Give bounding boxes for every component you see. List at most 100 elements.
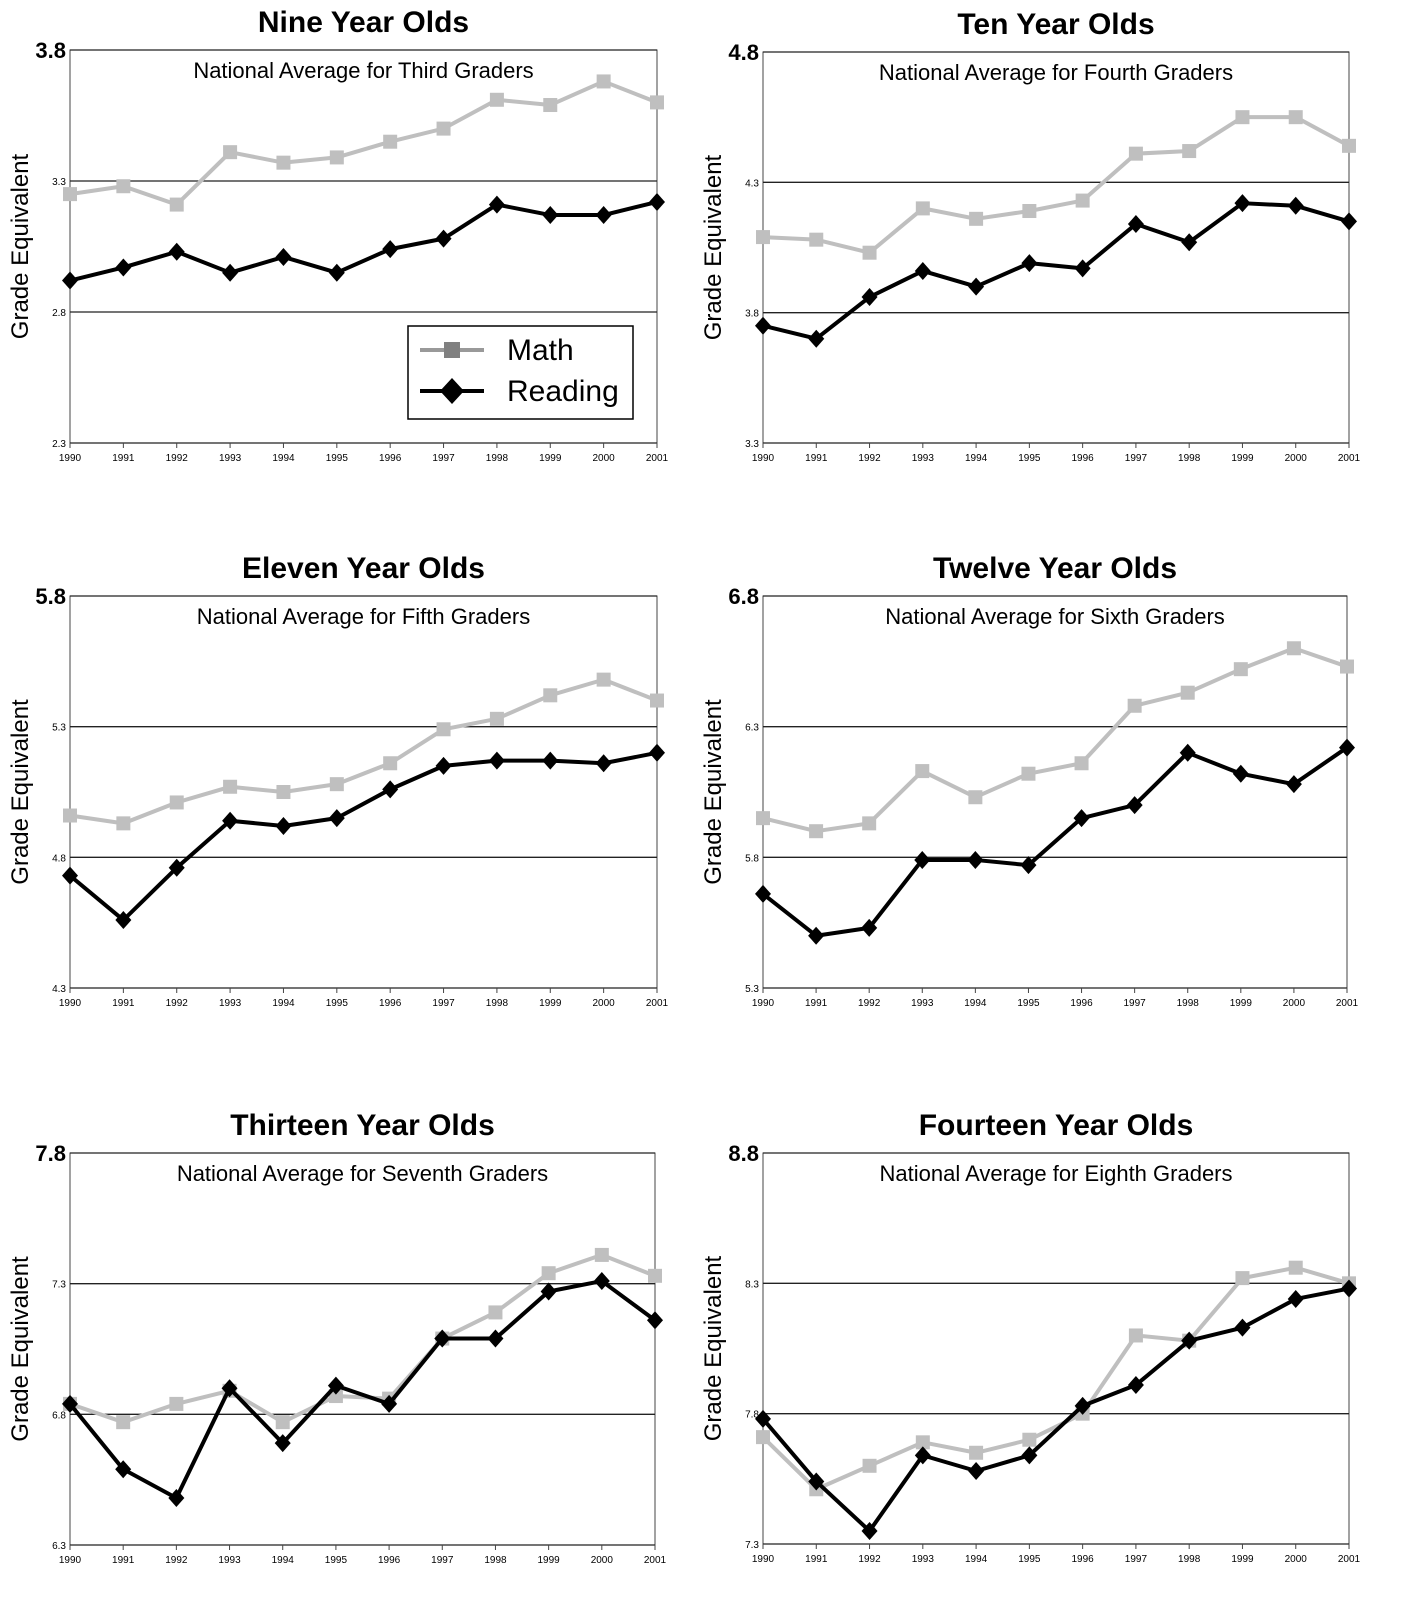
marker-square <box>1128 1328 1143 1343</box>
y-tick-label: 6.3 <box>52 1541 66 1552</box>
y-tick-label: 4.8 <box>52 853 66 864</box>
marker-diamond <box>115 258 132 277</box>
panel: Twelve Year Olds National Average for Six… <box>700 552 1359 1009</box>
marker-diamond <box>168 858 185 877</box>
marker-diamond <box>808 926 825 945</box>
x-tick-label: 1997 <box>1125 1554 1148 1565</box>
marker-square <box>594 1247 609 1262</box>
x-tick-label: 1990 <box>59 998 82 1009</box>
marker-square <box>756 811 770 826</box>
marker-diamond <box>967 850 984 869</box>
marker-diamond <box>542 751 559 770</box>
marker-diamond <box>381 1394 398 1413</box>
marker-square <box>116 816 131 831</box>
chart-subtitle: National Average for Third Graders <box>193 58 533 83</box>
chart-subtitle: National Average for Seventh Graders <box>177 1161 548 1186</box>
marker-diamond <box>593 1272 610 1291</box>
y-tick-label: 8.8 <box>728 1141 759 1166</box>
marker-square <box>275 1415 290 1430</box>
panel: Fourteen Year Olds National Average for E… <box>700 1109 1361 1565</box>
x-tick-label: 1997 <box>432 453 455 464</box>
x-tick-label: 1998 <box>484 1555 507 1566</box>
chart-title: Twelve Year Olds <box>933 552 1177 585</box>
y-tick-label: 5.3 <box>745 984 759 995</box>
marker-square <box>969 1445 984 1460</box>
x-tick-label: 1990 <box>59 1555 82 1566</box>
marker-square <box>436 121 451 136</box>
series-line <box>69 1252 656 1425</box>
marker-diamond <box>487 1329 504 1348</box>
marker-diamond <box>115 1460 132 1479</box>
marker-diamond <box>488 751 505 770</box>
marker-square <box>756 1430 770 1445</box>
series-line <box>761 1265 1350 1492</box>
marker-diamond <box>1234 1318 1251 1337</box>
marker-diamond <box>62 866 78 885</box>
marker-diamond <box>914 1446 931 1465</box>
marker-square <box>862 1458 877 1473</box>
marker-diamond <box>327 1376 344 1395</box>
marker-square <box>1288 110 1303 125</box>
marker-diamond <box>914 261 931 280</box>
x-tick-label: 1992 <box>858 998 881 1009</box>
marker-square <box>223 145 238 160</box>
x-tick-label: 1990 <box>752 453 775 464</box>
marker-diamond <box>808 329 825 348</box>
x-tick-label: 1994 <box>965 453 988 464</box>
marker-diamond <box>1341 1279 1357 1298</box>
y-tick-label: 6.8 <box>728 584 759 609</box>
x-tick-label: 2000 <box>1283 998 1306 1009</box>
marker-square <box>63 187 77 202</box>
series-line <box>762 201 1350 341</box>
x-tick-label: 1996 <box>378 1555 401 1566</box>
series-line <box>762 115 1350 255</box>
x-tick-label: 1994 <box>964 998 987 1009</box>
x-tick-label: 2000 <box>593 998 616 1009</box>
marker-square <box>223 779 238 794</box>
y-tick-label: 6.3 <box>745 723 759 734</box>
x-tick-label: 1995 <box>326 998 349 1009</box>
x-tick-label: 2000 <box>593 453 616 464</box>
x-tick-label: 1991 <box>805 453 828 464</box>
x-tick-label: 1992 <box>166 998 189 1009</box>
x-tick-label: 1990 <box>752 1554 775 1565</box>
plot-frame <box>69 595 658 989</box>
marker-square <box>969 211 984 226</box>
marker-diamond <box>1127 1375 1144 1394</box>
marker-diamond <box>1234 194 1251 213</box>
marker-square <box>276 155 291 170</box>
marker-square <box>968 790 983 805</box>
panel: Ten Year Olds National Average for Fourth… <box>700 8 1361 464</box>
marker-diamond <box>861 1521 878 1540</box>
y-tick-label: 5.8 <box>35 584 66 609</box>
marker-diamond <box>968 277 985 296</box>
x-tick-label: 1999 <box>539 998 562 1009</box>
marker-square <box>543 688 558 703</box>
x-tick-label: 1998 <box>1178 1554 1201 1565</box>
series-line <box>762 646 1348 834</box>
marker-diamond <box>1181 233 1198 252</box>
x-tick-label: 1991 <box>112 998 135 1009</box>
marker-square <box>1074 756 1089 771</box>
x-tick-label: 1994 <box>272 998 295 1009</box>
chart-title: Ten Year Olds <box>957 8 1154 41</box>
marker-square <box>541 1266 556 1281</box>
marker-diamond <box>1021 254 1038 273</box>
marker-diamond <box>1127 215 1144 234</box>
y-tick-label: 5.3 <box>52 723 66 734</box>
marker-diamond <box>1073 809 1090 828</box>
marker-square <box>1127 698 1142 713</box>
marker-diamond <box>755 1409 771 1428</box>
marker-diamond <box>168 1488 185 1507</box>
y-axis-label: Grade Equivalent <box>7 1256 34 1442</box>
y-axis-label: Grade Equivalent <box>7 699 34 885</box>
x-tick-label: 1994 <box>965 1554 988 1565</box>
x-tick-label: 1990 <box>752 998 775 1009</box>
marker-diamond <box>488 195 505 214</box>
marker-square <box>1233 662 1248 677</box>
x-tick-label: 1995 <box>325 1555 348 1566</box>
x-tick-label: 1992 <box>166 453 189 464</box>
x-tick-label: 1997 <box>431 1555 454 1566</box>
marker-square <box>276 785 291 799</box>
marker-square <box>1022 1432 1037 1447</box>
